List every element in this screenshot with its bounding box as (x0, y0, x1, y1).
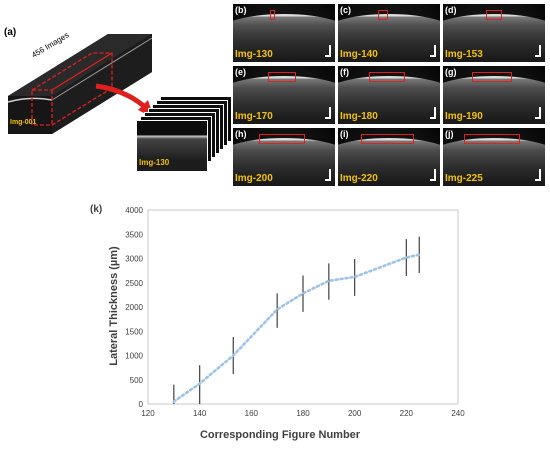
roi-box (270, 10, 275, 20)
oct-tile-img-170: (e) Img-170 (233, 66, 335, 124)
tile-image-tag: Img-190 (445, 111, 483, 122)
x-tick-label: 220 (400, 409, 414, 418)
tile-letter: (i) (340, 129, 349, 139)
oct-tile-img-200: (h) Img-200 (233, 128, 335, 186)
image-stack: Img-130 (134, 96, 232, 174)
y-tick-label: 3000 (125, 255, 143, 264)
x-tick-label: 160 (245, 409, 259, 418)
roi-box (259, 134, 306, 144)
roi-box (369, 72, 406, 82)
panel-k-label: (k) (90, 204, 102, 215)
scale-bar-icon (434, 107, 436, 119)
y-tick-label: 1500 (125, 327, 143, 336)
tile-letter: (b) (235, 5, 247, 15)
scale-bar-icon (329, 45, 331, 57)
oct-tile-img-153: (d) Img-153 (443, 4, 545, 62)
oct-tile-img-220: (i) Img-220 (338, 128, 440, 186)
roi-box (472, 72, 513, 82)
x-tick-label: 240 (451, 409, 465, 418)
tile-image-tag: Img-200 (235, 173, 273, 184)
roi-box (268, 72, 297, 82)
plot-area: 0 500 1000 1500 2000 2500 3000 3500 4000 120 140 16… (125, 206, 465, 418)
oct-tile-img-225: (j) Img-225 (443, 128, 545, 186)
tile-letter: (e) (235, 67, 246, 77)
roi-box (464, 134, 519, 144)
oct-tile-img-130: (b) Img-130 (233, 4, 335, 62)
tile-image-tag: Img-153 (445, 49, 483, 60)
oct-tile-img-190: (g) Img-190 (443, 66, 545, 124)
first-image-tag: Img-001 (10, 119, 36, 126)
roi-box (361, 134, 414, 144)
stack-image-tag: Img-130 (139, 158, 169, 167)
x-tick-label: 180 (296, 409, 310, 418)
y-tick-label: 500 (130, 376, 144, 385)
y-tick-label: 3500 (125, 230, 143, 239)
tile-image-tag: Img-170 (235, 111, 273, 122)
y-axis-title: Lateral Thickness (µm) (108, 246, 120, 366)
tile-letter: (h) (235, 129, 247, 139)
scale-bar-icon (539, 169, 541, 181)
tile-image-tag: Img-130 (235, 49, 273, 60)
oct-tile-img-180: (f) Img-180 (338, 66, 440, 124)
roi-box (486, 10, 502, 20)
tile-letter: (c) (340, 5, 351, 15)
tile-image-tag: Img-225 (445, 173, 483, 184)
tile-letter: (j) (445, 129, 454, 139)
tile-letter: (d) (445, 5, 457, 15)
x-tick-label: 200 (348, 409, 362, 418)
tile-image-tag: Img-140 (340, 49, 378, 60)
tile-letter: (g) (445, 67, 457, 77)
y-tick-label: 2500 (125, 279, 143, 288)
volume-front-face (8, 96, 52, 134)
scale-bar-icon (539, 45, 541, 57)
scale-bar-icon (434, 45, 436, 57)
tile-image-tag: Img-220 (340, 173, 378, 184)
thickness-chart: (k) 0 500 1000 1500 2000 2500 3000 3500 4000 120 1… (90, 196, 470, 444)
x-axis-title: Corresponding Figure Number (200, 429, 361, 441)
tile-image-tag: Img-180 (340, 111, 378, 122)
y-tick-label: 4000 (125, 206, 143, 215)
roi-box (378, 10, 388, 20)
scale-bar-icon (329, 169, 331, 181)
y-tick-label: 2000 (125, 303, 143, 312)
scale-bar-icon (539, 107, 541, 119)
y-tick-label: 0 (139, 400, 144, 409)
x-tick-label: 140 (193, 409, 207, 418)
scale-bar-icon (329, 107, 331, 119)
thickness-series-line (174, 255, 419, 402)
y-tick-label: 1000 (125, 352, 143, 361)
oct-tile-img-140: (c) Img-140 (338, 4, 440, 62)
x-tick-label: 120 (141, 409, 155, 418)
chart-svg: (k) 0 500 1000 1500 2000 2500 3000 3500 4000 120 1… (90, 196, 470, 444)
scale-bar-icon (434, 169, 436, 181)
tile-letter: (f) (340, 67, 349, 77)
